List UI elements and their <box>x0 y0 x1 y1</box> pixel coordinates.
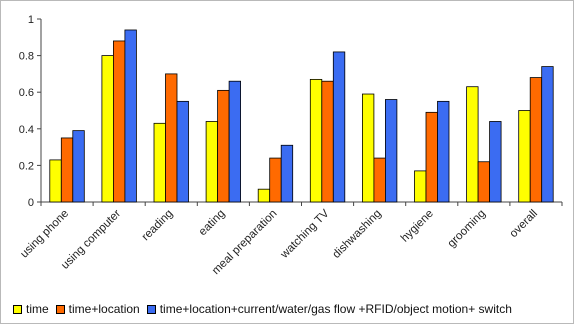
bar <box>321 80 334 203</box>
bar <box>425 111 438 203</box>
bar <box>414 170 427 203</box>
bar <box>269 157 282 203</box>
x-category-label: eating <box>197 208 228 239</box>
bar <box>361 93 375 203</box>
bar <box>489 121 502 203</box>
legend-label-time: time <box>26 302 49 316</box>
bar <box>101 55 114 203</box>
x-category-label: dishwashing <box>331 208 384 261</box>
bar <box>373 157 386 203</box>
bar <box>280 144 294 203</box>
bar <box>165 73 178 203</box>
x-category-label: overall <box>508 208 540 240</box>
bar <box>217 89 230 203</box>
y-tick-label: 0.6 <box>19 87 34 99</box>
x-category-label: reading <box>140 208 176 244</box>
legend-item-time-location: time+location <box>55 302 140 316</box>
y-tick-label: 0.2 <box>19 160 34 172</box>
legend-swatch-all-sensors <box>146 304 156 314</box>
y-ticks: 0 0.2 0.4 0.6 0.8 1 <box>19 14 41 209</box>
bar <box>529 77 543 203</box>
legend-item-time: time <box>13 302 49 316</box>
legend-swatch-time-location <box>55 304 65 314</box>
bar <box>332 51 346 203</box>
legend-item-all-sensors: time+location+current/water/gas flow +RF… <box>146 302 512 316</box>
x-category-label: hygiene <box>399 208 436 245</box>
bar <box>309 78 323 203</box>
bar <box>228 80 242 203</box>
bar <box>518 110 531 203</box>
bar <box>541 66 554 203</box>
bar <box>49 159 62 203</box>
bar <box>124 29 137 203</box>
legend-swatch-time <box>13 304 22 314</box>
bar <box>437 100 450 203</box>
y-tick-label: 0.4 <box>19 124 34 136</box>
bar <box>205 121 219 203</box>
legend-label-all-sensors: time+location+current/water/gas flow +RF… <box>159 302 512 316</box>
bar <box>384 99 398 203</box>
bars <box>49 29 554 203</box>
bar <box>153 122 166 203</box>
bar <box>72 130 85 203</box>
bar <box>176 100 189 203</box>
y-tick-label: 0 <box>28 197 34 209</box>
legend: time time+location time+location+current… <box>13 302 519 316</box>
y-tick-label: 1 <box>28 14 34 26</box>
y-tick-label: 0.8 <box>19 51 34 63</box>
x-category-label: grooming <box>446 208 488 250</box>
bar <box>466 86 479 203</box>
bar <box>113 40 126 203</box>
legend-label-time-location: time+location <box>68 302 140 316</box>
bar <box>257 188 271 203</box>
bar <box>60 137 74 203</box>
x-category-label: watching TV <box>278 207 332 261</box>
x-category-label: using phone <box>18 208 71 261</box>
bar <box>477 161 491 203</box>
